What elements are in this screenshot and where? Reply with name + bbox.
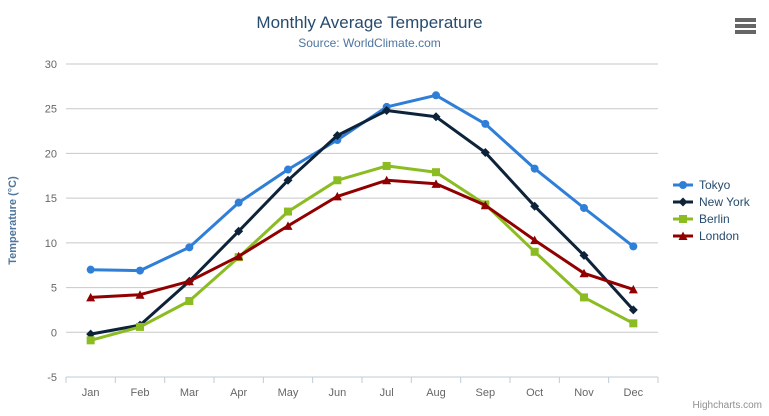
- series-london: [86, 175, 638, 302]
- series-new-york: [86, 106, 638, 339]
- data-point-marker: [284, 165, 292, 174]
- x-tick-label: Dec: [624, 387, 644, 399]
- diamond-marker-icon: [673, 197, 693, 206]
- data-point-marker: [431, 112, 441, 122]
- legend-item-berlin[interactable]: Berlin: [672, 210, 750, 227]
- data-point-marker: [580, 293, 588, 302]
- data-point-marker: [530, 164, 539, 173]
- data-point-marker: [431, 179, 441, 188]
- data-point-marker: [480, 200, 490, 210]
- hamburger-menu-icon: [735, 18, 756, 22]
- data-point-marker: [86, 329, 96, 339]
- x-tick-label: Nov: [574, 387, 594, 399]
- series-tokyo: [86, 91, 638, 275]
- legend-label: Berlin: [699, 211, 730, 226]
- data-point-marker: [283, 175, 293, 185]
- triangle-marker-icon: [673, 231, 693, 240]
- data-point-marker: [530, 247, 539, 256]
- legend-symbol-marker: [679, 180, 687, 189]
- legend-item-tokyo[interactable]: Tokyo: [672, 176, 750, 193]
- y-tick-label: -5: [47, 372, 57, 384]
- y-tick-label: 10: [45, 238, 57, 250]
- circle-marker-icon: [673, 180, 693, 189]
- y-tick-label: 30: [45, 59, 57, 71]
- data-point-marker: [284, 207, 292, 216]
- data-point-marker: [579, 268, 589, 278]
- data-point-marker: [185, 296, 194, 305]
- x-tick-label: Oct: [526, 387, 543, 399]
- data-point-marker: [283, 221, 293, 230]
- x-tick-label: Sep: [476, 387, 496, 399]
- data-point-marker: [333, 176, 342, 185]
- data-point-marker: [135, 290, 145, 299]
- legend-label: New York: [699, 194, 750, 209]
- data-point-marker: [136, 266, 144, 275]
- x-tick-label: Feb: [131, 387, 150, 399]
- legend-item-new-york[interactable]: New York: [672, 193, 750, 210]
- legend-label: Tokyo: [699, 177, 731, 192]
- legend-item-london[interactable]: London: [672, 227, 750, 244]
- series-line: [89, 164, 635, 342]
- data-point-marker: [86, 265, 95, 274]
- data-point-marker: [481, 119, 490, 128]
- data-point-marker: [332, 131, 342, 141]
- data-point-marker: [234, 198, 243, 207]
- data-point-marker: [628, 284, 638, 294]
- x-tick-label: Mar: [180, 387, 199, 399]
- data-point-marker: [432, 91, 440, 100]
- data-point-marker: [579, 250, 589, 260]
- legend-symbol-marker: [678, 197, 688, 206]
- legend-label: London: [699, 228, 740, 243]
- data-point-marker: [86, 336, 95, 345]
- legend-symbol-marker: [678, 231, 688, 240]
- y-tick-label: 25: [45, 104, 57, 116]
- x-tick-label: Jul: [380, 387, 394, 399]
- data-point-marker: [530, 235, 540, 245]
- context-menu-button[interactable]: [733, 16, 758, 36]
- data-point-marker: [234, 251, 244, 261]
- data-point-marker: [234, 226, 244, 236]
- series-line: [89, 178, 635, 299]
- series-line: [89, 109, 635, 336]
- data-point-marker: [382, 106, 392, 116]
- data-point-marker: [136, 322, 144, 331]
- data-point-marker: [629, 242, 638, 251]
- y-tick-label: 20: [45, 148, 57, 160]
- y-axis-title: Temperature (°C): [7, 176, 19, 265]
- chart-subtitle: Source: WorldClimate.com: [298, 36, 441, 50]
- data-point-marker: [185, 243, 194, 252]
- data-point-marker: [628, 305, 638, 315]
- chart-title: Monthly Average Temperature: [256, 13, 483, 32]
- data-point-marker: [629, 319, 638, 328]
- legend-symbol-marker: [679, 214, 687, 223]
- x-tick-label: Jun: [328, 387, 346, 399]
- data-point-marker: [382, 175, 392, 185]
- data-point-marker: [382, 161, 391, 170]
- data-point-marker: [480, 148, 490, 158]
- data-point-marker: [580, 203, 588, 212]
- x-tick-label: May: [278, 387, 299, 399]
- data-point-marker: [432, 168, 440, 177]
- credits-link[interactable]: Highcharts.com: [692, 400, 762, 411]
- x-tick-label: Aug: [426, 387, 446, 399]
- y-tick-label: 15: [45, 193, 57, 205]
- y-tick-label: 5: [51, 283, 57, 295]
- data-point-marker: [530, 201, 540, 211]
- square-marker-icon: [673, 214, 693, 223]
- legend: Tokyo New York Berlin London: [672, 176, 750, 244]
- x-tick-label: Jan: [82, 387, 100, 399]
- data-point-marker: [184, 276, 194, 286]
- data-point-marker: [332, 191, 342, 201]
- y-tick-label: 0: [51, 327, 57, 339]
- data-point-marker: [86, 292, 96, 302]
- x-tick-label: Apr: [230, 387, 247, 399]
